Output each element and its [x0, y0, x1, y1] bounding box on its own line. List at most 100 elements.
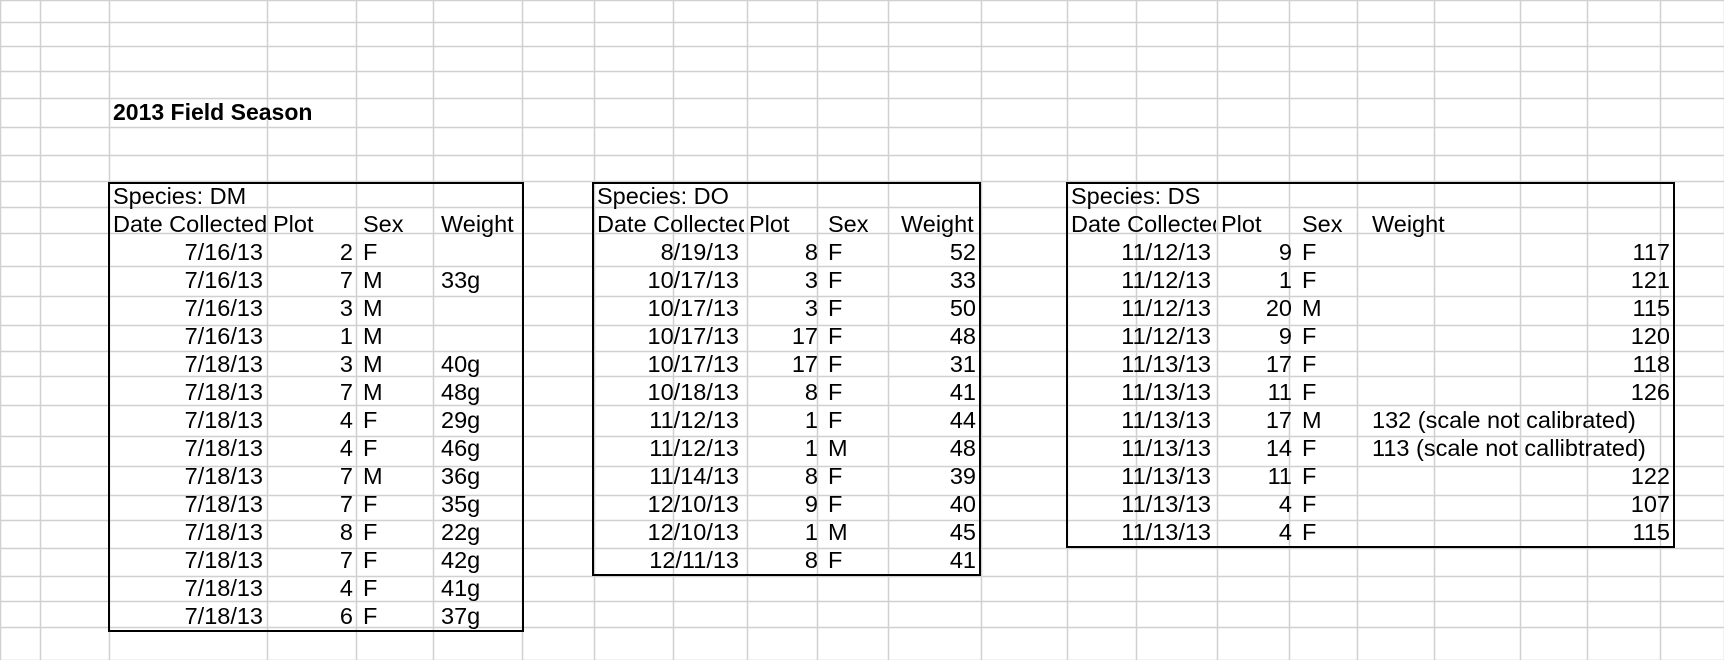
cell-weight[interactable]: 41	[949, 547, 976, 573]
cell-weight[interactable]: 115	[1632, 519, 1670, 545]
cell-weight[interactable]: 132 (scale not calibrated)	[1372, 407, 1636, 433]
cell-sex[interactable]: F	[1302, 491, 1317, 517]
cell-weight[interactable]: 40	[949, 491, 976, 517]
cell-sex[interactable]: M	[363, 295, 383, 321]
cell-date[interactable]: 7/18/13	[184, 519, 263, 545]
cell-sex[interactable]: F	[1302, 239, 1317, 265]
cell-plot[interactable]: 1	[339, 323, 353, 349]
cell-plot[interactable]: 3	[339, 351, 353, 377]
cell-sex[interactable]: F	[363, 603, 378, 629]
cell-sex[interactable]: F	[828, 379, 843, 405]
cell-weight[interactable]: 50	[949, 295, 976, 321]
cell-plot[interactable]: 7	[339, 379, 353, 405]
cell-date[interactable]: 11/12/13	[1121, 239, 1211, 265]
cell-date[interactable]: 11/13/13	[1121, 351, 1211, 377]
cell-sex[interactable]: F	[1302, 379, 1317, 405]
species-label-cell[interactable]: Species: DO	[597, 183, 729, 209]
header-cell-plot[interactable]: Plot	[1221, 211, 1262, 237]
cell-weight[interactable]: 41g	[441, 575, 481, 601]
cell-date[interactable]: 7/16/13	[184, 267, 263, 293]
cell-weight[interactable]: 48g	[441, 379, 481, 405]
cell-plot[interactable]: 1	[804, 435, 818, 461]
cell-date[interactable]: 11/12/13	[1121, 295, 1211, 321]
cell-sex[interactable]: M	[363, 379, 383, 405]
cell-sex[interactable]: F	[828, 323, 843, 349]
cell-date[interactable]: 11/13/13	[1121, 519, 1211, 545]
cell-sex[interactable]: F	[828, 239, 843, 265]
cell-plot[interactable]: 4	[339, 407, 353, 433]
cell-weight[interactable]: 115	[1632, 295, 1670, 321]
cell-date[interactable]: 8/19/13	[660, 239, 739, 265]
cell-date[interactable]: 11/12/13	[649, 435, 739, 461]
cell-weight[interactable]	[436, 294, 524, 322]
cell-weight[interactable]: 52	[949, 239, 976, 265]
cell-sex[interactable]: F	[1302, 463, 1317, 489]
header-cell-sex[interactable]: Sex	[1302, 211, 1343, 237]
cell-date[interactable]: 10/17/13	[647, 323, 739, 349]
cell-plot[interactable]: 6	[339, 603, 353, 629]
cell-weight[interactable]: 46g	[441, 435, 481, 461]
cell-plot[interactable]: 7	[339, 547, 353, 573]
cell-date[interactable]: 12/11/13	[649, 547, 739, 573]
cell-date[interactable]: 11/13/13	[1121, 491, 1211, 517]
header-cell-plot[interactable]: Plot	[749, 211, 790, 237]
cell-sex[interactable]: F	[1302, 267, 1317, 293]
cell-date[interactable]: 7/18/13	[184, 575, 263, 601]
cell-sex[interactable]: F	[828, 547, 843, 573]
cell-plot[interactable]: 11	[1267, 379, 1292, 405]
cell-date[interactable]: 10/17/13	[647, 295, 739, 321]
cell-plot[interactable]: 17	[791, 351, 818, 377]
cell-plot[interactable]: 3	[804, 295, 818, 321]
cell-sex[interactable]: M	[363, 463, 383, 489]
cell-date[interactable]: 12/10/13	[647, 519, 739, 545]
cell-date[interactable]: 7/18/13	[184, 379, 263, 405]
cell-sex[interactable]: F	[363, 491, 378, 517]
cell-plot[interactable]: 7	[339, 491, 353, 517]
cell-plot[interactable]: 9	[1278, 323, 1292, 349]
cell-date[interactable]: 10/18/13	[647, 379, 739, 405]
cell-weight[interactable]: 33	[949, 267, 976, 293]
cell-sex[interactable]: F	[828, 407, 843, 433]
cell-sex[interactable]: F	[363, 575, 378, 601]
header-cell-date[interactable]: Date Collected	[113, 211, 268, 237]
cell-date[interactable]: 11/14/13	[649, 463, 739, 489]
cell-weight[interactable]: 113 (scale not callibtrated)	[1372, 435, 1646, 461]
cell-plot[interactable]: 3	[804, 267, 818, 293]
cell-plot[interactable]: 9	[1278, 239, 1292, 265]
cell-date[interactable]: 11/13/13	[1121, 463, 1211, 489]
cell-sex[interactable]: F	[363, 407, 378, 433]
cell-weight[interactable]: 40g	[441, 351, 481, 377]
cell-weight[interactable]: 45	[949, 519, 976, 545]
cell-sex[interactable]: F	[1302, 351, 1317, 377]
cell-sex[interactable]: M	[1302, 407, 1322, 433]
cell-weight[interactable]: 37g	[441, 603, 481, 629]
header-cell-weight[interactable]: Weight	[441, 211, 514, 237]
cell-sex[interactable]: M	[363, 267, 383, 293]
header-cell-sex[interactable]: Sex	[828, 211, 869, 237]
cell-plot[interactable]: 7	[339, 463, 353, 489]
header-cell-date[interactable]: Date Collected	[1071, 211, 1216, 237]
cell-plot[interactable]: 9	[804, 491, 818, 517]
cell-weight[interactable]: 44	[949, 407, 976, 433]
cell-date[interactable]: 10/17/13	[647, 267, 739, 293]
cell-date[interactable]: 7/18/13	[184, 547, 263, 573]
cell-plot[interactable]: 17	[1265, 351, 1292, 377]
cell-weight[interactable]	[436, 238, 524, 266]
cell-weight[interactable]: 117	[1632, 239, 1670, 265]
cell-weight[interactable]: 36g	[441, 463, 481, 489]
cell-weight[interactable]: 35g	[441, 491, 481, 517]
header-cell-plot[interactable]: Plot	[273, 211, 314, 237]
cell-sex[interactable]: F	[363, 239, 378, 265]
cell-sex[interactable]: F	[828, 491, 843, 517]
cell-plot[interactable]: 17	[791, 323, 818, 349]
header-cell-sex[interactable]: Sex	[363, 211, 404, 237]
cell-plot[interactable]: 8	[804, 463, 818, 489]
cell-sex[interactable]: F	[363, 435, 378, 461]
cell-sex[interactable]: F	[1302, 519, 1317, 545]
cell-sex[interactable]: M	[363, 323, 383, 349]
cell-date[interactable]: 11/12/13	[649, 407, 739, 433]
cell-date[interactable]: 7/16/13	[184, 323, 263, 349]
cell-plot[interactable]: 8	[339, 519, 353, 545]
cell-sex[interactable]: F	[363, 547, 378, 573]
cell-plot[interactable]: 1	[804, 407, 818, 433]
